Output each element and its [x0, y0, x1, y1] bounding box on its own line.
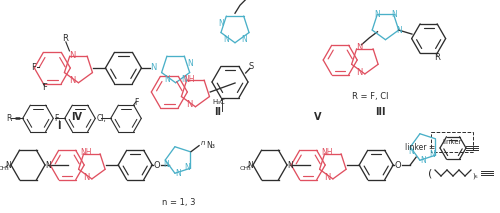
Text: N: N [356, 43, 362, 52]
Text: N: N [218, 19, 224, 28]
Text: N: N [187, 59, 192, 68]
Text: F: F [134, 98, 139, 107]
Text: NH: NH [321, 148, 332, 157]
Text: NH: NH [80, 148, 92, 157]
Text: N: N [184, 163, 190, 172]
Text: IV: IV [72, 112, 83, 122]
Text: N: N [69, 50, 75, 60]
Text: N: N [150, 63, 156, 72]
Text: linker =: linker = [405, 144, 435, 153]
Text: N: N [241, 35, 246, 45]
Text: N: N [182, 75, 187, 85]
Text: R =: R = [7, 114, 21, 123]
Text: I: I [57, 121, 61, 131]
Text: H₃C: H₃C [213, 99, 226, 105]
Text: N₃: N₃ [206, 141, 216, 150]
Text: linker: linker [442, 139, 462, 145]
Text: S: S [249, 62, 254, 71]
Text: n = 1, 3: n = 1, 3 [162, 198, 196, 207]
Text: (: ( [428, 168, 432, 178]
Text: II: II [214, 107, 222, 117]
Text: N: N [324, 173, 330, 182]
Text: S: S [246, 0, 252, 2]
Text: n: n [201, 140, 205, 146]
Text: N: N [356, 68, 362, 77]
Text: N: N [175, 169, 180, 178]
Text: NH: NH [184, 75, 195, 83]
Text: CH₃: CH₃ [0, 166, 9, 170]
Text: N: N [430, 150, 436, 159]
Text: Cl,: Cl, [96, 114, 106, 123]
Text: N: N [45, 161, 51, 170]
Text: CH₃: CH₃ [239, 166, 251, 170]
Text: N: N [186, 101, 192, 109]
Text: N: N [163, 160, 169, 169]
Text: F: F [31, 63, 36, 72]
Text: N: N [391, 10, 396, 19]
Text: N: N [287, 161, 293, 170]
Text: N: N [247, 161, 253, 170]
Text: N: N [82, 173, 89, 182]
Text: V: V [314, 112, 322, 122]
Bar [431, 132, 473, 152]
Text: N: N [5, 161, 11, 170]
Text: R: R [434, 53, 440, 62]
Text: N: N [224, 35, 229, 45]
Text: N: N [164, 75, 170, 85]
Text: III: III [375, 107, 386, 117]
Text: O: O [395, 161, 402, 170]
Text: N: N [408, 147, 414, 156]
Text: F,: F, [54, 114, 61, 123]
Text: )₆: )₆ [472, 173, 478, 179]
Text: N: N [374, 10, 380, 19]
Text: R: R [62, 34, 68, 43]
Text: N: N [69, 76, 75, 85]
Text: N: N [396, 26, 402, 35]
Text: R = F, Cl: R = F, Cl [352, 92, 388, 101]
Text: F: F [42, 83, 46, 92]
Text: O: O [154, 161, 160, 170]
Text: N: N [420, 156, 426, 166]
